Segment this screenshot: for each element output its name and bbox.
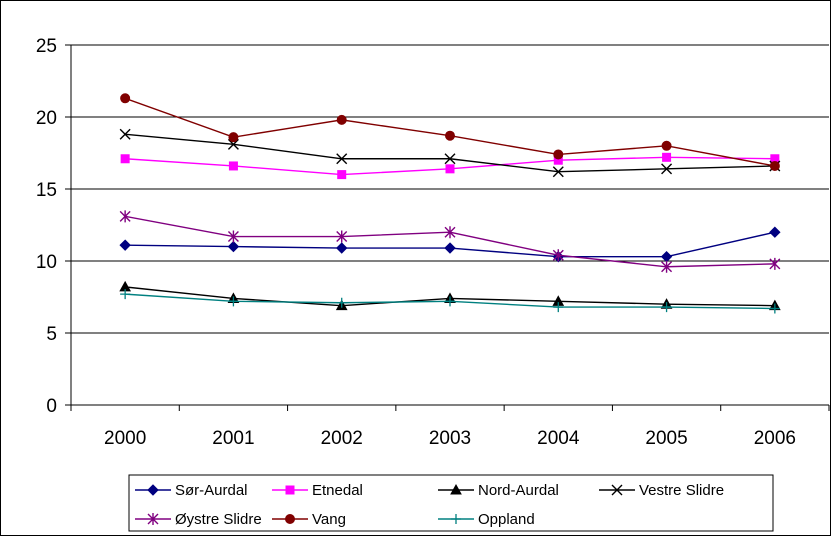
legend-label: Sør-Aurdal	[175, 482, 248, 499]
data-point	[119, 239, 131, 251]
data-point	[228, 132, 239, 143]
y-tick-label: 10	[36, 252, 57, 273]
gridlines	[71, 44, 829, 334]
data-point	[552, 249, 564, 262]
data-point	[445, 164, 455, 174]
legend-label: Øystre Slidre	[175, 511, 262, 528]
series-lines	[119, 93, 781, 314]
data-point	[119, 128, 131, 140]
data-point	[227, 138, 239, 150]
data-point	[553, 149, 564, 160]
data-point	[227, 240, 240, 253]
y-tick-label: 0	[46, 396, 57, 417]
data-point	[336, 297, 347, 308]
x-tick-label: 2005	[645, 428, 687, 449]
y-tick-label: 15	[36, 180, 57, 201]
data-point	[661, 140, 672, 151]
data-point	[661, 260, 673, 273]
data-point	[336, 114, 347, 125]
y-tick-label: 5	[46, 324, 57, 345]
data-point	[661, 302, 672, 313]
x-tick-label: 2002	[321, 428, 363, 449]
data-point	[227, 230, 239, 243]
data-point	[336, 153, 348, 165]
data-point	[228, 296, 239, 307]
y-tick-label: 25	[36, 36, 57, 57]
data-point	[120, 93, 131, 104]
x-tick-label: 2003	[429, 428, 471, 449]
data-point	[661, 163, 673, 175]
data-point	[444, 242, 456, 254]
data-point	[553, 302, 564, 313]
data-point	[119, 210, 131, 223]
data-point	[336, 242, 348, 254]
data-point	[120, 154, 130, 164]
x-tick-label: 2001	[212, 428, 254, 449]
data-point	[660, 250, 673, 263]
data-point	[336, 230, 348, 243]
series-line	[125, 215, 775, 268]
data-point	[445, 296, 455, 307]
data-point	[769, 226, 781, 238]
legend-box	[128, 474, 774, 532]
data-point	[450, 483, 462, 495]
data-point	[769, 257, 781, 270]
data-point	[769, 160, 780, 171]
data-point	[147, 484, 159, 496]
data-point	[662, 152, 672, 162]
x-tick-label: 2000	[104, 428, 146, 449]
data-point	[120, 289, 131, 300]
legend-label: Vestre Slidre	[639, 482, 724, 499]
axes: 0 5 10 15 20 25 2000 2001 2002 2003 2004 2005 2006	[36, 36, 830, 449]
legend: Sør-Aurdal Etnedal Nord-Aurdal Vestre Slidr…	[128, 474, 774, 532]
data-point	[228, 161, 238, 171]
data-point	[444, 226, 456, 239]
data-point	[147, 513, 159, 525]
data-point	[552, 166, 564, 178]
data-point	[769, 303, 780, 314]
data-point	[451, 514, 461, 524]
data-point	[445, 130, 455, 141]
x-tick-label: 2006	[754, 428, 796, 449]
legend-label: Etnedal	[312, 482, 363, 499]
legend-label: Oppland	[478, 511, 535, 528]
data-point	[444, 153, 456, 165]
legend-label: Vang	[312, 511, 346, 528]
x-tick-label: 2004	[537, 428, 580, 449]
y-tick-label: 20	[36, 108, 57, 129]
legend-label: Nord-Aurdal	[478, 482, 559, 499]
data-point	[285, 514, 295, 524]
data-point	[611, 484, 623, 496]
data-point	[337, 170, 347, 180]
data-point	[285, 485, 295, 495]
